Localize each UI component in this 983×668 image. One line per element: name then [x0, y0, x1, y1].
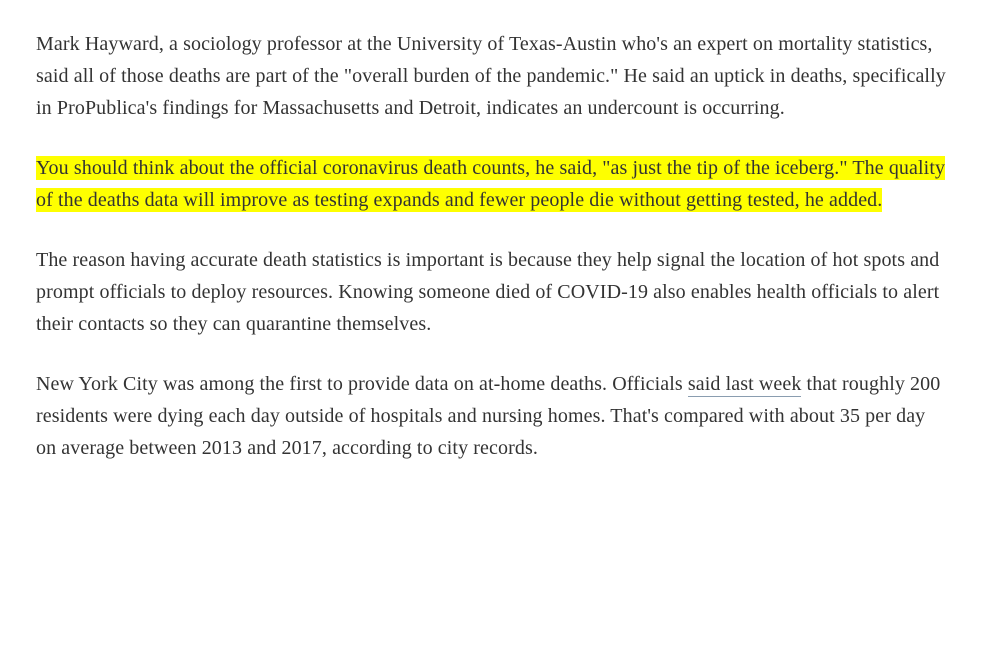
highlighted-text: You should think about the official coro… [36, 156, 945, 212]
article-paragraph-1: Mark Hayward, a sociology professor at t… [36, 28, 947, 124]
article-paragraph-3: The reason having accurate death statist… [36, 244, 947, 340]
paragraph-text: The reason having accurate death statist… [36, 249, 939, 335]
article-paragraph-4: New York City was among the first to pro… [36, 368, 947, 464]
paragraph-text: New York City was among the first to pro… [36, 373, 688, 395]
inline-link[interactable]: said last week [688, 373, 802, 397]
article-paragraph-2: You should think about the official coro… [36, 152, 947, 216]
paragraph-text: Mark Hayward, a sociology professor at t… [36, 33, 946, 119]
